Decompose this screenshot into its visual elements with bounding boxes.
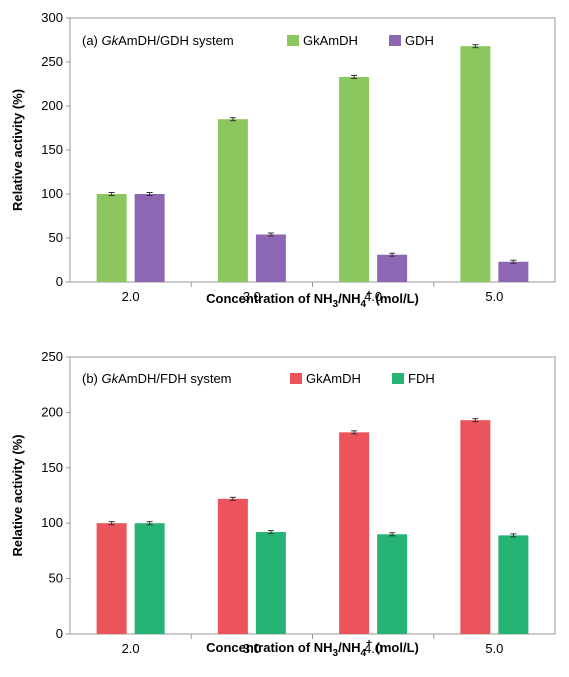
- bar-gdh-2.0: [134, 194, 165, 282]
- x-axis-title: Concentration of NH3/NH4+ (mol/L): [206, 638, 419, 659]
- x-tick-label: 2.0: [122, 289, 140, 304]
- bar-gkamdh-4.0: [339, 432, 370, 634]
- y-tick-label: 150: [41, 142, 63, 157]
- y-tick-label: 250: [41, 349, 63, 364]
- bar-gkamdh-3.0: [217, 498, 248, 634]
- bar-gkamdh-3.0: [217, 119, 248, 282]
- x-tick-label: 5.0: [485, 289, 503, 304]
- x-axis-title: Concentration of NH3/NH4+ (mol/L): [206, 289, 419, 310]
- y-tick-label: 100: [41, 186, 63, 201]
- x-tick-label: 5.0: [485, 641, 503, 656]
- bar-gkamdh-5.0: [460, 420, 491, 634]
- y-tick-label: 50: [49, 571, 63, 586]
- bar-fdh-2.0: [134, 523, 165, 634]
- legend-title: (b) GkAmDH/FDH system: [82, 371, 232, 386]
- legend-swatch-gkamdh: [290, 373, 302, 384]
- y-tick-label: 50: [49, 230, 63, 245]
- bar-gdh-5.0: [498, 261, 529, 282]
- bar-gdh-3.0: [255, 234, 286, 282]
- x-tick-label: 3.0: [243, 641, 261, 656]
- y-axis-title: Relative activity (%): [10, 434, 25, 556]
- legend-label-gkamdh: GkAmDH: [303, 33, 358, 48]
- legend-label-gkamdh: GkAmDH: [306, 371, 361, 386]
- legend-label-fdh: FDH: [408, 371, 435, 386]
- y-tick-label: 100: [41, 515, 63, 530]
- y-tick-label: 150: [41, 460, 63, 475]
- bar-gkamdh-2.0: [96, 194, 127, 282]
- x-tick-label: 2.0: [122, 641, 140, 656]
- x-tick-label: 3.0: [243, 289, 261, 304]
- y-tick-label: 300: [41, 10, 63, 25]
- bar-gdh-4.0: [377, 254, 408, 282]
- bar-gkamdh-2.0: [96, 523, 127, 634]
- y-tick-label: 200: [41, 404, 63, 419]
- y-tick-label: 200: [41, 98, 63, 113]
- y-tick-label: 0: [56, 274, 63, 289]
- y-tick-label: 250: [41, 54, 63, 69]
- legend-title: (a) GkAmDH/GDH system: [82, 33, 234, 48]
- y-tick-label: 0: [56, 626, 63, 641]
- legend-swatch-gkamdh: [287, 35, 299, 46]
- bar-fdh-4.0: [377, 534, 408, 634]
- chart-panel-b: 0 50 100 150 200 250 2.0 3.0 4.0 5.0 (b) GkAmDH/FD…: [10, 349, 556, 659]
- legend-label-gdh: GDH: [405, 33, 434, 48]
- chart-panel-a: 0 50 100 150 200 250 300 2.0 3.0 4.0 5.0 (a) GkAmDH…: [10, 10, 556, 310]
- bar-fdh-3.0: [255, 532, 286, 634]
- x-tick-label: 4.0: [364, 641, 382, 656]
- bar-gkamdh-4.0: [339, 76, 370, 283]
- y-axis-title: Relative activity (%): [10, 89, 25, 211]
- bar-gkamdh-5.0: [460, 46, 491, 282]
- legend-swatch-gdh: [389, 35, 401, 46]
- bar-fdh-5.0: [498, 535, 529, 634]
- x-tick-label: 4.0: [364, 289, 382, 304]
- legend-swatch-fdh: [392, 373, 404, 384]
